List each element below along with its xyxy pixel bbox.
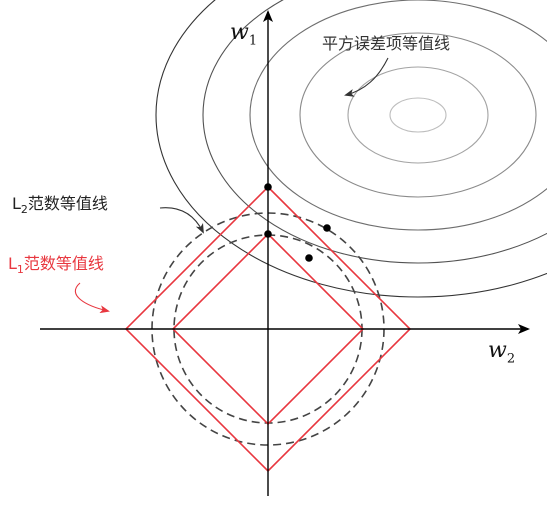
squared-error-contour-1 (389, 97, 447, 133)
squared-error-contour-3 (299, 32, 537, 198)
squared-error-contour-label: 平方误差项等值线 (322, 34, 451, 53)
l2-inner-intersection-point (305, 254, 313, 262)
x-axis-label-letter: w (488, 338, 507, 363)
axes (40, 10, 530, 496)
intersection-points (264, 183, 331, 262)
l2-outer-intersection-point (323, 224, 331, 232)
l2-pointer-arrow (159, 207, 204, 234)
squared-error-contour-6 (155, 0, 547, 298)
y-axis-label-subscript: 1 (248, 33, 258, 49)
squared-error-contours (155, 0, 547, 298)
l2-label-prefix: L (12, 194, 21, 213)
l1-label-prefix: L (8, 254, 17, 273)
squared-error-contour-2 (347, 66, 489, 164)
y-axis-label: w1 (230, 20, 258, 49)
l1-contour-label: L1范数等值线 (8, 254, 104, 277)
l1-inner-intersection-point (264, 230, 272, 238)
x-axis-label: w2 (488, 338, 516, 367)
l2-label-text: 范数等值线 (27, 194, 108, 213)
l1-label-subscript: 1 (16, 263, 24, 277)
l2-contour-label: L2范数等值线 (12, 194, 108, 217)
x-axis-label-subscript: 2 (506, 351, 516, 367)
squared-error-contour-5 (202, 0, 547, 264)
l1-pointer-arrow (74, 282, 110, 314)
l1-label-text: 范数等值线 (23, 254, 104, 273)
squared-error-pointer-arrow (344, 57, 389, 97)
l2-label-subscript: 2 (20, 203, 28, 217)
l1-outer-intersection-point (264, 183, 272, 191)
squared-error-contour-4 (249, 0, 547, 231)
y-axis-label-letter: w (230, 20, 249, 45)
